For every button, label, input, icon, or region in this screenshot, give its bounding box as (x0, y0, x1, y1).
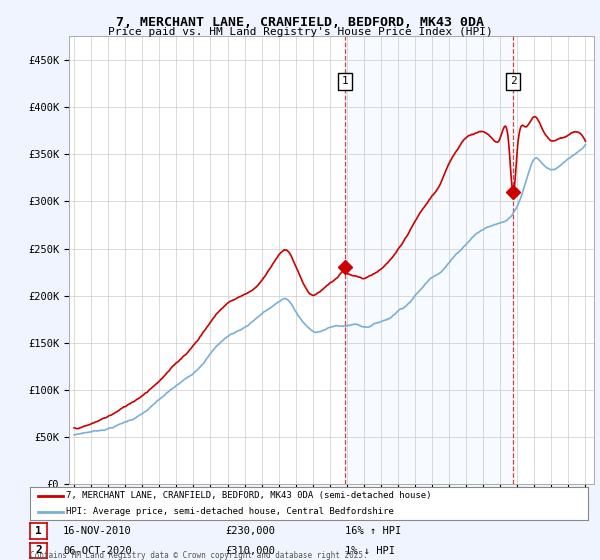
Text: 2: 2 (510, 76, 517, 86)
Text: Price paid vs. HM Land Registry's House Price Index (HPI): Price paid vs. HM Land Registry's House … (107, 27, 493, 37)
Text: 7, MERCHANT LANE, CRANFIELD, BEDFORD, MK43 0DA (semi-detached house): 7, MERCHANT LANE, CRANFIELD, BEDFORD, MK… (66, 492, 432, 501)
Text: 16% ↑ HPI: 16% ↑ HPI (345, 526, 401, 536)
Text: 7, MERCHANT LANE, CRANFIELD, BEDFORD, MK43 0DA: 7, MERCHANT LANE, CRANFIELD, BEDFORD, MK… (116, 16, 484, 29)
Text: £230,000: £230,000 (225, 526, 275, 536)
Text: 06-OCT-2020: 06-OCT-2020 (63, 545, 132, 556)
Text: £310,000: £310,000 (225, 545, 275, 556)
Text: 16-NOV-2010: 16-NOV-2010 (63, 526, 132, 536)
Text: 1: 1 (341, 76, 348, 86)
Bar (345, 36, 513, 484)
Text: Contains HM Land Registry data © Crown copyright and database right 2025.
This d: Contains HM Land Registry data © Crown c… (30, 550, 368, 560)
Text: 2: 2 (35, 545, 42, 556)
Text: 1% ↓ HPI: 1% ↓ HPI (345, 545, 395, 556)
Text: 1: 1 (35, 526, 42, 536)
Text: HPI: Average price, semi-detached house, Central Bedfordshire: HPI: Average price, semi-detached house,… (66, 507, 394, 516)
